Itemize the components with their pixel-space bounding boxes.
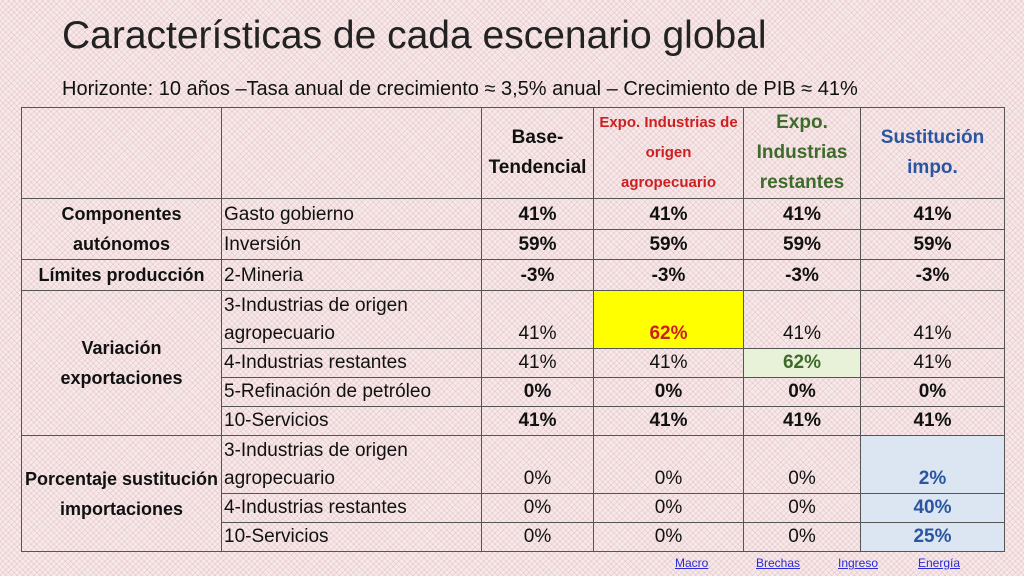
link-macro[interactable]: Macro	[675, 556, 709, 570]
cell-value: 0%	[743, 435, 861, 494]
link-ingreso[interactable]: Ingreso	[838, 556, 879, 570]
cell-value: 0%	[481, 493, 594, 523]
cell-value: 41%	[481, 197, 594, 231]
cell-value: 41%	[743, 197, 861, 231]
cell-value: -3%	[593, 259, 744, 291]
cell-value: 0%	[593, 522, 744, 552]
cell-value: 41%	[860, 290, 1005, 349]
slide-title: Características de cada escenario global	[62, 14, 767, 57]
cell-value: 0%	[593, 493, 744, 523]
table-row: Componentes autónomos Gasto gobierno 41%…	[21, 197, 1005, 260]
header-empty-cell	[21, 107, 222, 199]
cell-value-highlight: 40%	[860, 493, 1005, 523]
cell-value: 0%	[860, 377, 1005, 407]
cell-value: 0%	[743, 377, 861, 407]
link-brechas[interactable]: Brechas	[756, 556, 801, 570]
table-header-row: Base-Tendencial Expo. Industrias de orig…	[21, 107, 1005, 199]
header-base-tendencial: Base-Tendencial	[481, 107, 594, 199]
cell-value: 0%	[593, 377, 744, 407]
cell-value: 0%	[743, 493, 861, 523]
cell-value: 0%	[743, 522, 861, 552]
table-row: 10-Servicios 0% 0% 0% 25%	[22, 522, 1005, 552]
link-energia[interactable]: Energía	[918, 556, 961, 570]
table-row: 4-Industrias restantes 0% 0% 0% 40%	[22, 493, 1005, 523]
group-componentes-autonomos: Componentes autónomos	[21, 198, 222, 260]
cell-value: 41%	[593, 197, 744, 231]
cell-value: 41%	[743, 290, 861, 349]
cell-value: 59%	[743, 229, 861, 260]
cell-value: 41%	[593, 406, 744, 436]
group-limites-produccion: Límites producción	[21, 259, 222, 291]
row-label: 3-Industrias de origen agropecuario	[221, 435, 482, 494]
table-row: Inversión 59% 59% 59% 59%	[22, 229, 1005, 260]
cell-value: 41%	[593, 348, 744, 378]
cell-value: 41%	[743, 406, 861, 436]
row-label: 4-Industrias restantes	[221, 493, 482, 523]
nav-links: Macro Brechas Ingreso Energía	[0, 556, 1024, 574]
table-row: Variación exportaciones 3-Industrias de …	[21, 290, 1005, 436]
cell-value-highlight: 2%	[860, 435, 1005, 494]
row-label: 4-Industrias restantes	[221, 348, 482, 378]
header-empty-cell	[221, 107, 482, 199]
table-row: 10-Servicios 41% 41% 41% 41%	[22, 406, 1005, 436]
header-sustitucion-impo: Sustitución impo.	[860, 107, 1005, 199]
slide-subtitle: Horizonte: 10 años –Tasa anual de crecim…	[62, 78, 858, 100]
table-row: Porcentaje sustitución importaciones 3-I…	[21, 435, 1005, 552]
group-variacion-exportaciones: Variación exportaciones	[21, 290, 222, 436]
cell-value: 41%	[860, 406, 1005, 436]
scenario-table: Base-Tendencial Expo. Industrias de orig…	[21, 107, 1005, 552]
cell-value: -3%	[481, 259, 594, 291]
cell-value: 41%	[860, 348, 1005, 378]
header-expo-restantes: Expo. Industrias restantes	[743, 107, 861, 199]
cell-value-highlight: 62%	[743, 348, 861, 378]
row-label: 2-Mineria	[221, 259, 482, 291]
cell-value: -3%	[860, 259, 1005, 291]
cell-value: 59%	[593, 229, 744, 260]
cell-value: 59%	[860, 229, 1005, 260]
group-porcentaje-sustitucion: Porcentaje sustitución importaciones	[21, 435, 222, 552]
row-label: 10-Servicios	[221, 522, 482, 552]
cell-value: 41%	[481, 290, 594, 349]
cell-value: -3%	[743, 259, 861, 291]
cell-value: 0%	[481, 435, 594, 494]
cell-value: 59%	[481, 229, 594, 260]
header-expo-agro: Expo. Industrias de origen agropecuario	[593, 107, 744, 199]
cell-value-highlight: 62%	[593, 290, 744, 349]
row-label: Gasto gobierno	[221, 197, 482, 231]
cell-value: 0%	[593, 435, 744, 494]
row-label: 5-Refinación de petróleo	[221, 377, 482, 407]
row-label: Inversión	[221, 229, 482, 260]
cell-value: 0%	[481, 377, 594, 407]
table-row: 5-Refinación de petróleo 0% 0% 0% 0%	[22, 377, 1005, 407]
table-row: 4-Industrias restantes 41% 41% 62% 41%	[22, 348, 1005, 378]
row-label: 3-Industrias de origen agropecuario	[221, 290, 482, 349]
cell-value-highlight: 25%	[860, 522, 1005, 552]
cell-value: 0%	[481, 522, 594, 552]
cell-value: 41%	[481, 348, 594, 378]
table-row: Límites producción 2-Mineria -3% -3% -3%…	[21, 259, 1005, 291]
cell-value: 41%	[860, 197, 1005, 231]
row-label: 10-Servicios	[221, 406, 482, 436]
cell-value: 41%	[481, 406, 594, 436]
